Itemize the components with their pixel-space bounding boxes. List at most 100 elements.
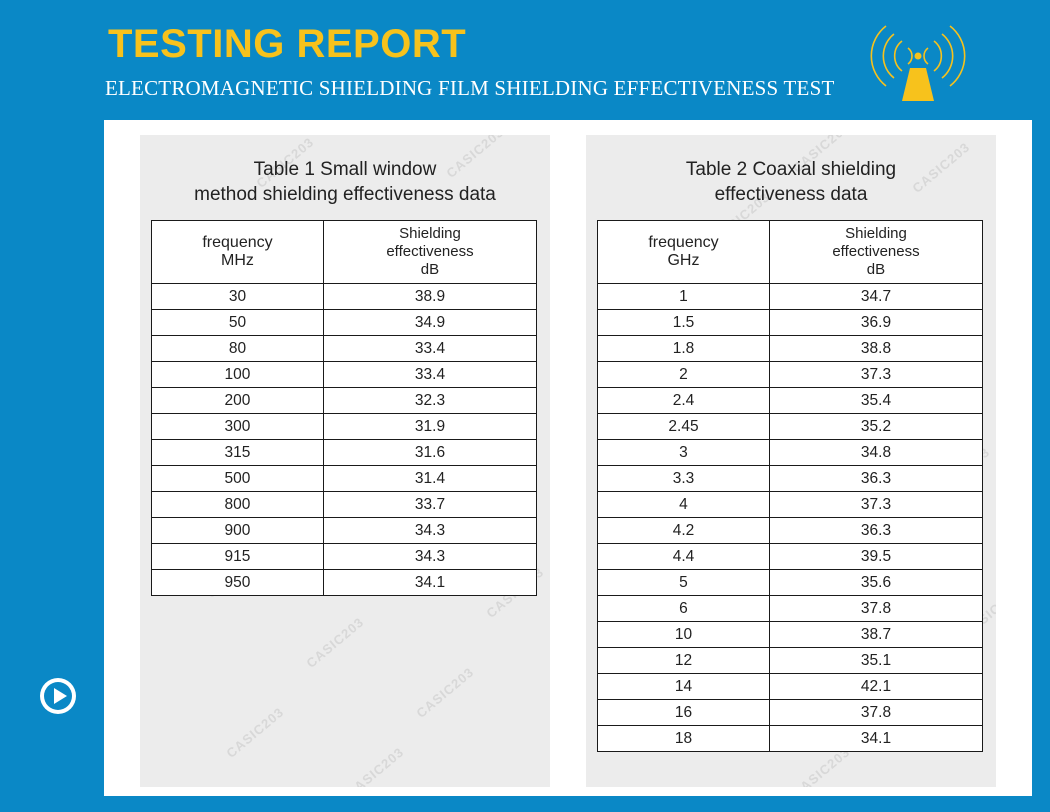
antenna-signal-icon <box>870 25 966 101</box>
value-cell: 39.5 <box>768 543 984 570</box>
table1-card: CASIC203 CASIC203 CASIC203 CASIC203 CASI… <box>140 135 550 787</box>
value-cell: 32.3 <box>322 387 538 414</box>
value-cell: 42.1 <box>768 673 984 700</box>
table-row: 900 34.3 <box>151 517 538 544</box>
table2-card: CASIC203 CASIC203 CASIC203 CASIC203 CASI… <box>586 135 996 787</box>
value-cell: 33.4 <box>322 335 538 362</box>
table2-caption: Table 2 Coaxial shielding effectiveness … <box>685 159 897 205</box>
frequency-cell: 10 <box>597 621 770 648</box>
watermark: CASIC203 <box>303 614 367 671</box>
play-button[interactable] <box>40 678 76 714</box>
table-row: 6 37.8 <box>597 595 984 622</box>
frequency-cell: 100 <box>151 361 324 388</box>
frequency-cell: 12 <box>597 647 770 674</box>
frequency-cell: 300 <box>151 413 324 440</box>
table-row: 2.45 35.2 <box>597 413 984 440</box>
frequency-cell: 500 <box>151 465 324 492</box>
watermark: CASIC203 <box>223 704 287 761</box>
table-row: 80 33.4 <box>151 335 538 362</box>
table-row: 18 34.1 <box>597 725 984 752</box>
value-cell: 34.1 <box>322 569 538 596</box>
table-row: 10 38.7 <box>597 621 984 648</box>
frequency-cell: 1 <box>597 283 770 310</box>
value-cell: 34.3 <box>322 543 538 570</box>
frequency-cell: 14 <box>597 673 770 700</box>
frequency-cell: 30 <box>151 283 324 310</box>
frequency-cell: 18 <box>597 725 770 752</box>
frequency-cell: 4.2 <box>597 517 770 544</box>
table-row: 100 33.4 <box>151 361 538 388</box>
table-row: 950 34.1 <box>151 569 538 596</box>
value-cell: 35.6 <box>768 569 984 596</box>
value-cell: 31.9 <box>322 413 538 440</box>
value-cell: 35.1 <box>768 647 984 674</box>
value-cell: 37.3 <box>768 491 984 518</box>
frequency-cell: 4 <box>597 491 770 518</box>
value-cell: 31.6 <box>322 439 538 466</box>
table1-header-effectiveness: Shielding effectiveness dB <box>322 220 538 284</box>
table-row: 5 35.6 <box>597 569 984 596</box>
table1: frequency MHz Shielding effectiveness dB… <box>151 220 538 596</box>
value-cell: 36.3 <box>768 465 984 492</box>
value-cell: 35.4 <box>768 387 984 414</box>
frequency-cell: 3 <box>597 439 770 466</box>
value-cell: 35.2 <box>768 413 984 440</box>
table-row: 4 37.3 <box>597 491 984 518</box>
table-row: 500 31.4 <box>151 465 538 492</box>
value-cell: 34.9 <box>322 309 538 336</box>
table-row: 50 34.9 <box>151 309 538 336</box>
table-row: 1.8 38.8 <box>597 335 984 362</box>
table-row: 2.4 35.4 <box>597 387 984 414</box>
table-row: 915 34.3 <box>151 543 538 570</box>
report-subtitle: ELECTROMAGNETIC SHIELDING FILM SHIELDING… <box>105 76 835 100</box>
value-cell: 34.8 <box>768 439 984 466</box>
play-icon <box>44 682 72 710</box>
frequency-cell: 200 <box>151 387 324 414</box>
table-row: 200 32.3 <box>151 387 538 414</box>
value-cell: 33.7 <box>322 491 538 518</box>
value-cell: 34.1 <box>768 725 984 752</box>
table-row: 12 35.1 <box>597 647 984 674</box>
table-row: 300 31.9 <box>151 413 538 440</box>
table-row: 1.5 36.9 <box>597 309 984 336</box>
table1-header-frequency: frequency MHz <box>151 220 324 284</box>
value-cell: 34.3 <box>322 517 538 544</box>
frequency-cell: 5 <box>597 569 770 596</box>
frequency-cell: 900 <box>151 517 324 544</box>
table-row: 30 38.9 <box>151 283 538 310</box>
value-cell: 38.9 <box>322 283 538 310</box>
content-panel: CASIC203 CASIC203 CASIC203 CASIC203 CASI… <box>104 120 1032 796</box>
report-title: TESTING REPORT <box>108 22 467 66</box>
watermark: CASIC203 <box>343 744 407 787</box>
value-cell: 38.8 <box>768 335 984 362</box>
frequency-cell: 80 <box>151 335 324 362</box>
frequency-cell: 315 <box>151 439 324 466</box>
frequency-cell: 2.4 <box>597 387 770 414</box>
table-row: 3.3 36.3 <box>597 465 984 492</box>
table-row: 315 31.6 <box>151 439 538 466</box>
frequency-cell: 915 <box>151 543 324 570</box>
value-cell: 34.7 <box>768 283 984 310</box>
table-row: 4.4 39.5 <box>597 543 984 570</box>
frequency-cell: 1.5 <box>597 309 770 336</box>
frequency-cell: 2.45 <box>597 413 770 440</box>
table-row: 14 42.1 <box>597 673 984 700</box>
frequency-cell: 50 <box>151 309 324 336</box>
frequency-cell: 800 <box>151 491 324 518</box>
table1-caption: Table 1 Small window method shielding ef… <box>194 159 496 205</box>
frequency-cell: 1.8 <box>597 335 770 362</box>
value-cell: 37.3 <box>768 361 984 388</box>
table-row: 16 37.8 <box>597 699 984 726</box>
table2: frequency GHz Shielding effectiveness dB… <box>597 220 984 752</box>
table-row: 800 33.7 <box>151 491 538 518</box>
watermark: CASIC203 <box>413 664 477 721</box>
value-cell: 36.3 <box>768 517 984 544</box>
frequency-cell: 3.3 <box>597 465 770 492</box>
value-cell: 37.8 <box>768 595 984 622</box>
frequency-cell: 6 <box>597 595 770 622</box>
table-row: 4.2 36.3 <box>597 517 984 544</box>
table2-header-frequency: frequency GHz <box>597 220 770 284</box>
frequency-cell: 4.4 <box>597 543 770 570</box>
table-row: 2 37.3 <box>597 361 984 388</box>
table2-header-effectiveness: Shielding effectiveness dB <box>768 220 984 284</box>
